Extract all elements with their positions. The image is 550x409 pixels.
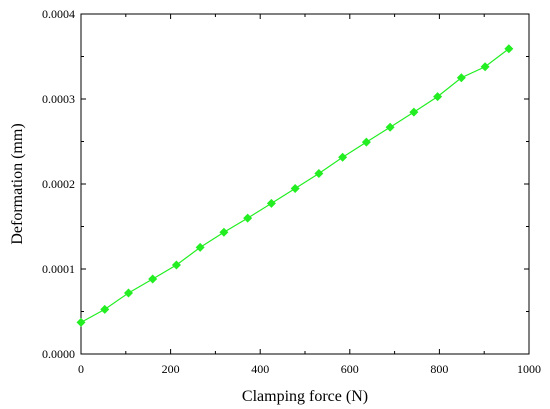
data-point <box>195 242 205 252</box>
data-point <box>338 152 348 162</box>
x-tick-label: 400 <box>251 362 269 376</box>
y-tick-label: 0.0001 <box>42 262 75 276</box>
ticks-group: 0 200 400 600 800 1000 0.0000 0.0001 0.0002 0.000… <box>42 7 541 376</box>
data-point <box>76 317 86 327</box>
y-tick-label: 0.0002 <box>42 177 75 191</box>
data-point <box>480 62 490 72</box>
data-point <box>123 288 133 298</box>
x-axis-title: Clamping force (N) <box>242 388 368 405</box>
y-tick-label: 0.0004 <box>42 7 75 21</box>
data-point <box>290 184 300 194</box>
data-point <box>148 274 158 284</box>
data-point <box>314 168 324 178</box>
plot-frame <box>80 13 530 355</box>
x-tick-label: 0 <box>78 362 84 376</box>
y-axis-title: Deformation (mm) <box>9 123 26 244</box>
data-point <box>433 92 443 102</box>
y-tick-label: 0.0000 <box>42 347 75 361</box>
data-point <box>456 73 466 83</box>
data-point <box>171 260 181 270</box>
data-point <box>409 107 419 117</box>
x-tick-label: 1000 <box>517 362 541 376</box>
data-point <box>243 213 253 223</box>
data-point <box>504 44 514 54</box>
y-tick-label: 0.0003 <box>42 92 75 106</box>
x-tick-label: 200 <box>162 362 180 376</box>
plot-frame-group <box>80 13 530 355</box>
data-point <box>266 198 276 208</box>
series-group <box>76 44 514 327</box>
x-tick-label: 600 <box>341 362 359 376</box>
x-tick-label: 800 <box>430 362 448 376</box>
data-point <box>100 304 110 314</box>
data-point <box>219 227 229 237</box>
data-point <box>361 137 371 147</box>
data-point <box>385 122 395 132</box>
